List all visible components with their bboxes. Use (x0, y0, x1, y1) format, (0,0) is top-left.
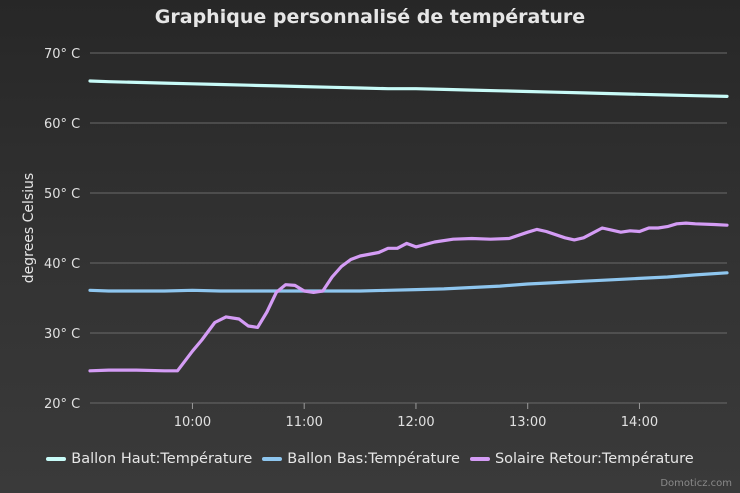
x-tick-label: 10:00 (174, 415, 211, 430)
gridlines (90, 52, 727, 404)
legend-swatch-ballon-haut (46, 457, 67, 461)
series-line-ballon-bas[interactable] (88, 271, 729, 293)
x-axis-ticks: 10:00 11:00 12:00 13:00 14:00 (174, 403, 658, 430)
chart-title: Graphique personnalisé de température (154, 6, 586, 28)
legend-label-solaire-retour: Solaire Retour:Température (494, 451, 694, 467)
legend-item-solaire-retour[interactable]: Solaire Retour:Température (469, 451, 694, 467)
x-tick-label: 14:00 (621, 415, 658, 430)
series-line-ballon-haut[interactable] (88, 79, 729, 99)
credit-text: Domoticz.com (660, 478, 732, 489)
y-tick-label: 20° C (44, 397, 80, 412)
legend-item-ballon-haut[interactable]: Ballon Haut:Température (46, 451, 252, 467)
y-tick-label: 30° C (44, 327, 80, 342)
y-tick-label: 50° C (44, 187, 80, 202)
y-tick-label: 70° C (44, 47, 80, 62)
y-tick-label: 60° C (44, 117, 80, 132)
y-axis-ticks: 20° C 30° C 40° C 50° C 60° C 70° C (44, 47, 80, 412)
x-tick-label: 13:00 (509, 415, 546, 430)
y-axis-label: degrees Celsius (21, 173, 37, 283)
legend-label-ballon-bas: Ballon Bas:Température (287, 451, 460, 467)
y-tick-label: 40° C (44, 257, 80, 272)
legend-item-ballon-bas[interactable]: Ballon Bas:Température (262, 451, 460, 467)
series-line-solaire-retour[interactable] (88, 221, 729, 373)
x-tick-label: 11:00 (285, 415, 322, 430)
series-lines (88, 79, 729, 373)
legend-swatch-solaire-retour (469, 457, 490, 461)
legend-label-ballon-haut: Ballon Haut:Température (71, 451, 253, 467)
x-tick-label: 12:00 (397, 415, 434, 430)
legend-swatch-ballon-bas (262, 457, 283, 461)
legend: Ballon Haut:Température Ballon Bas:Tempé… (0, 451, 740, 467)
